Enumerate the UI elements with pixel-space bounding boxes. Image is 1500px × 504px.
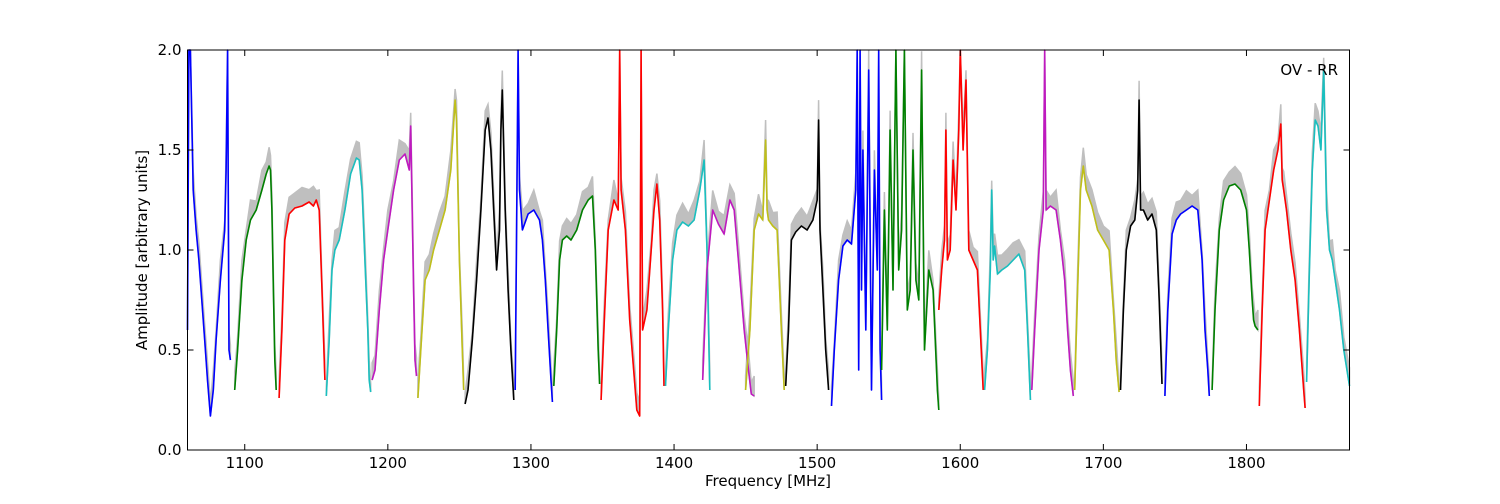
series-layer xyxy=(186,49,1351,417)
envelope-band-22 xyxy=(1164,188,1211,397)
y-tick-label: 0.0 xyxy=(158,441,182,459)
x-tick-label: 1400 xyxy=(655,454,693,472)
series-line-25 xyxy=(1305,69,1351,387)
series-line-5 xyxy=(371,125,418,381)
series-line-4 xyxy=(325,157,372,397)
y-tick-label: 1.0 xyxy=(158,241,182,259)
series-line-17 xyxy=(938,49,984,391)
series-line-22 xyxy=(1164,205,1211,397)
series-line-19 xyxy=(1031,49,1075,397)
x-tick-label: 1800 xyxy=(1227,454,1265,472)
series-line-11 xyxy=(664,159,711,391)
series-line-21 xyxy=(1119,99,1163,391)
x-tick-label: 1600 xyxy=(941,454,979,472)
series-line-24 xyxy=(1258,123,1306,409)
y-tick-label: 2.0 xyxy=(158,41,182,59)
envelope-band-8 xyxy=(514,49,554,403)
series-line-12 xyxy=(701,199,755,397)
series-line-14 xyxy=(784,119,830,391)
x-tick-label: 1500 xyxy=(798,454,836,472)
series-line-6 xyxy=(417,99,465,399)
y-tick-label: 1.5 xyxy=(158,141,182,159)
envelope-band-14 xyxy=(784,100,830,391)
x-tick-label: 1300 xyxy=(512,454,550,472)
chart-annotation: OV - RR xyxy=(1280,61,1338,79)
series-line-20 xyxy=(1073,165,1120,393)
series-line-2 xyxy=(233,165,277,391)
x-tick-label: 1200 xyxy=(369,454,407,472)
envelope-band-16 xyxy=(880,49,940,411)
x-axis-label: Frequency [MHz] xyxy=(705,472,831,490)
series-line-3 xyxy=(278,199,326,399)
envelope-layer xyxy=(186,49,1351,417)
x-tick-label: 1700 xyxy=(1084,454,1122,472)
y-tick-label: 0.5 xyxy=(158,341,182,359)
series-line-23 xyxy=(1211,183,1259,391)
series-line-7 xyxy=(464,89,515,405)
series-line-13 xyxy=(744,139,785,391)
envelope-band-3 xyxy=(278,185,326,399)
series-line-1 xyxy=(186,49,232,417)
series-line-9 xyxy=(553,195,601,387)
plot-frame xyxy=(187,49,1350,451)
envelope-band-19 xyxy=(1031,49,1075,397)
y-axis-label: Amplitude [arbitrary units] xyxy=(133,150,151,350)
x-tick-label: 1100 xyxy=(226,454,264,472)
series-line-8 xyxy=(514,49,554,403)
series-line-16 xyxy=(880,49,940,411)
series-line-15 xyxy=(830,49,883,407)
series-line-18 xyxy=(983,189,1032,401)
envelope-band-2 xyxy=(233,147,277,391)
series-line-10 xyxy=(600,49,665,417)
ticks-layer: 1100 1200 1300 1400 1500 1600 1700 1800 0.0 0.5 1.… xyxy=(158,41,1350,472)
